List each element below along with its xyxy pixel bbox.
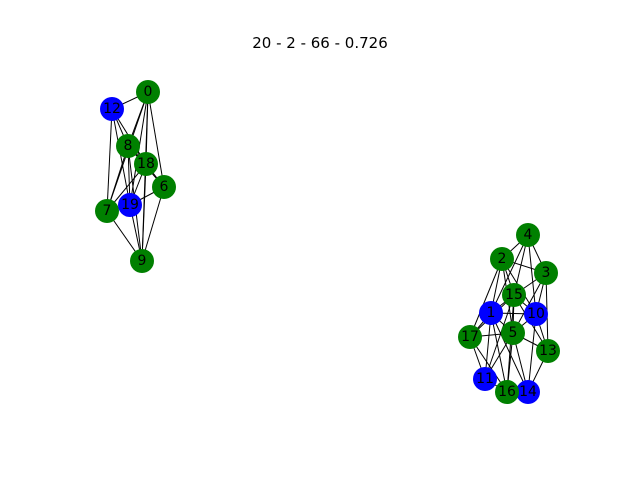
node-circle — [116, 134, 140, 158]
node-8: 8 — [116, 134, 140, 158]
node-2: 2 — [490, 247, 514, 271]
node-circle — [134, 152, 158, 176]
node-label: 15 — [505, 287, 523, 303]
edges-layer — [106, 91, 549, 393]
edge-2-17 — [469, 258, 503, 338]
edge-0-6 — [147, 91, 165, 188]
node-10: 10 — [524, 302, 548, 326]
node-circle — [516, 223, 540, 247]
edge-12-7 — [106, 108, 113, 212]
node-5: 5 — [501, 321, 525, 345]
graph-title: 20 - 2 - 66 - 0.726 — [252, 34, 388, 52]
node-circle — [100, 97, 124, 121]
edge-1-16 — [490, 312, 508, 393]
node-label: 11 — [476, 371, 494, 387]
node-label: 13 — [539, 343, 557, 359]
node-circle — [473, 367, 497, 391]
node-circle — [152, 175, 176, 199]
node-3: 3 — [534, 261, 558, 285]
node-18: 18 — [134, 152, 158, 176]
node-label: 12 — [103, 101, 121, 117]
edge-1-14 — [490, 312, 529, 393]
node-13: 13 — [536, 339, 560, 363]
node-circle — [536, 339, 560, 363]
node-7: 7 — [95, 199, 119, 223]
edge-10-14 — [527, 313, 537, 393]
node-label: 19 — [121, 197, 139, 213]
node-14: 14 — [516, 380, 540, 404]
edge-4-1 — [490, 234, 529, 314]
node-circle — [502, 283, 526, 307]
node-label: 0 — [144, 84, 153, 100]
node-9: 9 — [130, 249, 154, 273]
node-1: 1 — [479, 301, 503, 325]
node-label: 9 — [138, 253, 147, 269]
node-circle — [118, 193, 142, 217]
node-circle — [479, 301, 503, 325]
node-circle — [490, 247, 514, 271]
node-circle — [458, 325, 482, 349]
node-16: 16 — [495, 380, 519, 404]
node-4: 4 — [516, 223, 540, 247]
node-circle — [95, 199, 119, 223]
node-circle — [534, 261, 558, 285]
node-label: 14 — [519, 384, 537, 400]
edge-18-9 — [141, 163, 147, 262]
node-label: 5 — [509, 325, 518, 341]
edge-12-19 — [111, 108, 131, 206]
node-label: 4 — [524, 227, 533, 243]
node-label: 6 — [160, 179, 169, 195]
edge-4-10 — [527, 234, 537, 315]
node-12: 12 — [100, 97, 124, 121]
edge-15-11 — [484, 294, 515, 380]
node-label: 10 — [527, 306, 545, 322]
edge-6-9 — [141, 186, 165, 262]
node-circle — [130, 249, 154, 273]
node-label: 3 — [542, 265, 551, 281]
node-0: 0 — [136, 80, 160, 104]
node-circle — [495, 380, 519, 404]
node-15: 15 — [502, 283, 526, 307]
node-label: 16 — [498, 384, 516, 400]
node-label: 7 — [103, 203, 112, 219]
node-6: 6 — [152, 175, 176, 199]
node-circle — [516, 380, 540, 404]
node-label: 2 — [498, 251, 507, 267]
node-label: 17 — [461, 329, 479, 345]
node-label: 1 — [487, 305, 496, 321]
node-11: 11 — [473, 367, 497, 391]
node-circle — [136, 80, 160, 104]
node-label: 8 — [124, 138, 133, 154]
node-19: 19 — [118, 193, 142, 217]
node-circle — [524, 302, 548, 326]
node-label: 18 — [137, 156, 155, 172]
node-circle — [501, 321, 525, 345]
node-17: 17 — [458, 325, 482, 349]
